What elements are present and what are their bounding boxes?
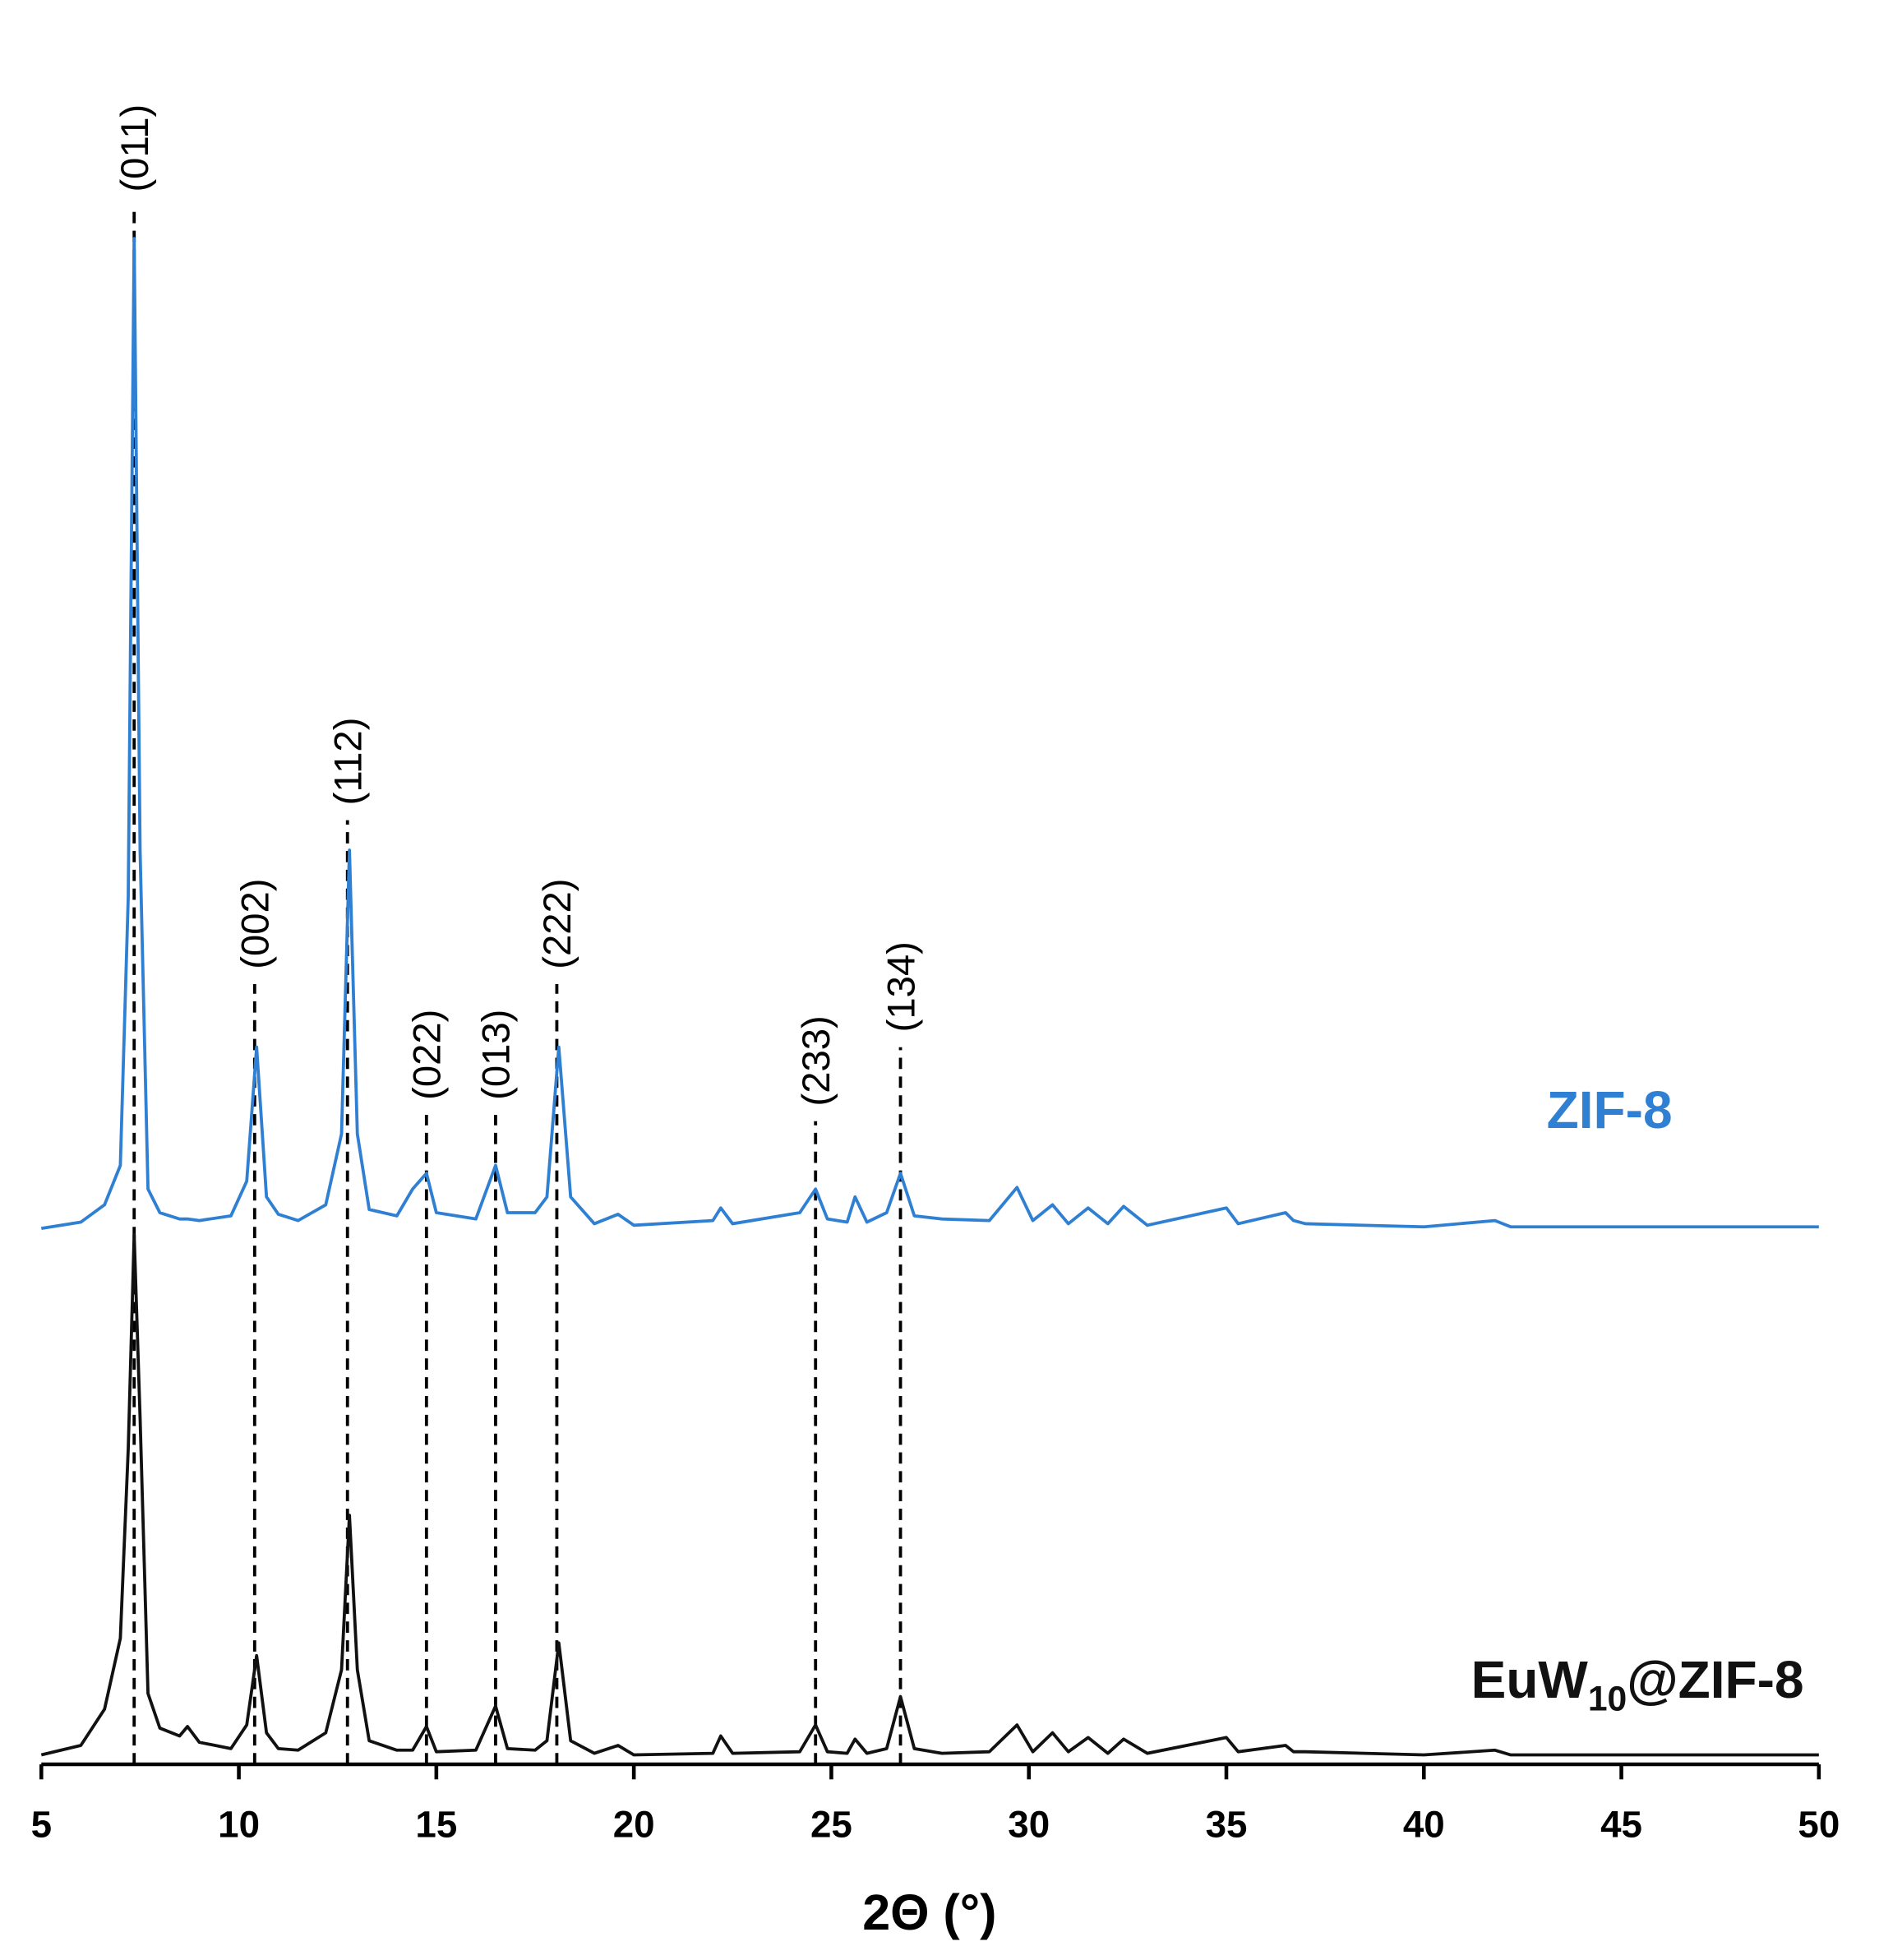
series-line [40, 1232, 1819, 1757]
x-tick-label: 10 [218, 1803, 260, 1845]
series-label: ZIF-8 [1547, 1080, 1673, 1139]
peak-label: (222) [536, 878, 579, 968]
peak-label: (022) [406, 1010, 450, 1100]
x-axis-label: 2Θ (°) [862, 1884, 996, 1940]
x-tick-label: 45 [1600, 1803, 1642, 1845]
peak-label: (002) [234, 878, 278, 968]
x-tick-label: 20 [613, 1803, 655, 1845]
x-tick-label: 25 [810, 1803, 852, 1845]
series-label: EuW10@ZIF-8 [1471, 1650, 1804, 1718]
peak-label: (233) [795, 1015, 838, 1106]
peak-label: (112) [326, 718, 370, 806]
x-tick-label: 40 [1403, 1803, 1445, 1845]
series-line [40, 237, 1819, 1231]
x-tick-label: 5 [31, 1803, 52, 1845]
x-tick-label: 15 [415, 1803, 457, 1845]
x-tick-label: 50 [1798, 1803, 1840, 1845]
peak-label: (013) [475, 1010, 519, 1100]
x-tick-label: 30 [1008, 1803, 1050, 1845]
x-tick-label: 35 [1206, 1803, 1248, 1845]
peak-label: (011) [113, 104, 157, 192]
peak-label: (134) [879, 941, 923, 1032]
